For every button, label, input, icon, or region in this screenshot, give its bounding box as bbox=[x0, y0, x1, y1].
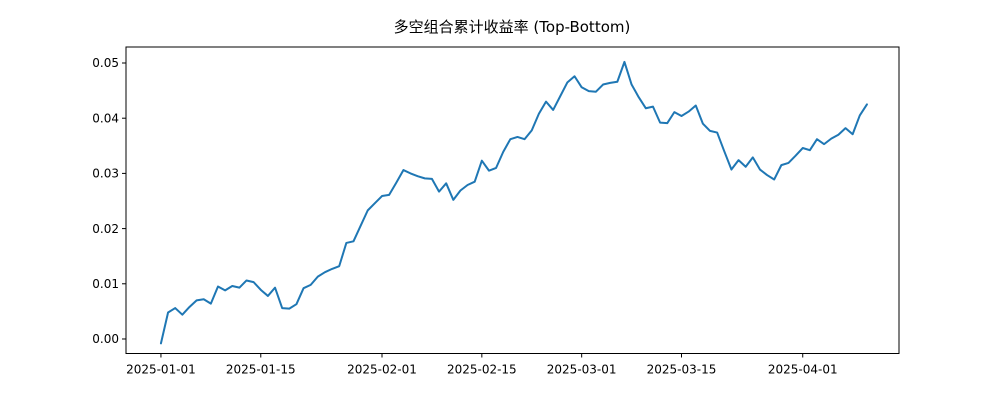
y-tick-label: 0.04 bbox=[92, 111, 119, 125]
y-axis-ticks bbox=[122, 62, 126, 340]
x-axis-tick-labels: 2025-01-01 2025-01-15 2025-02-01 2025-02-15… bbox=[126, 363, 838, 377]
plot-spines bbox=[125, 46, 900, 354]
data-line bbox=[159, 60, 868, 345]
x-tick-label: 2025-03-15 bbox=[647, 363, 717, 377]
x-tick-label: 2025-01-01 bbox=[126, 363, 196, 377]
y-tick-label: 0.01 bbox=[92, 277, 119, 291]
chart-title: 多空组合累计收益率 (Top-Bottom) bbox=[394, 18, 631, 36]
y-tick-label: 0.02 bbox=[92, 222, 119, 236]
x-tick-label: 2025-03-01 bbox=[547, 363, 617, 377]
y-axis-tick-labels: 0.00 0.01 0.02 0.03 0.04 0.05 bbox=[92, 56, 119, 346]
x-tick-label: 2025-01-15 bbox=[226, 363, 296, 377]
y-tick-label: 0.05 bbox=[92, 56, 119, 70]
x-tick-label: 2025-02-15 bbox=[447, 363, 517, 377]
x-tick-label: 2025-04-01 bbox=[768, 363, 838, 377]
x-axis-ticks bbox=[160, 353, 804, 358]
x-tick-label: 2025-02-01 bbox=[347, 363, 417, 377]
y-tick-label: 0.03 bbox=[92, 167, 119, 181]
y-tick-label: 0.00 bbox=[92, 332, 119, 346]
data-line-series bbox=[159, 60, 868, 345]
